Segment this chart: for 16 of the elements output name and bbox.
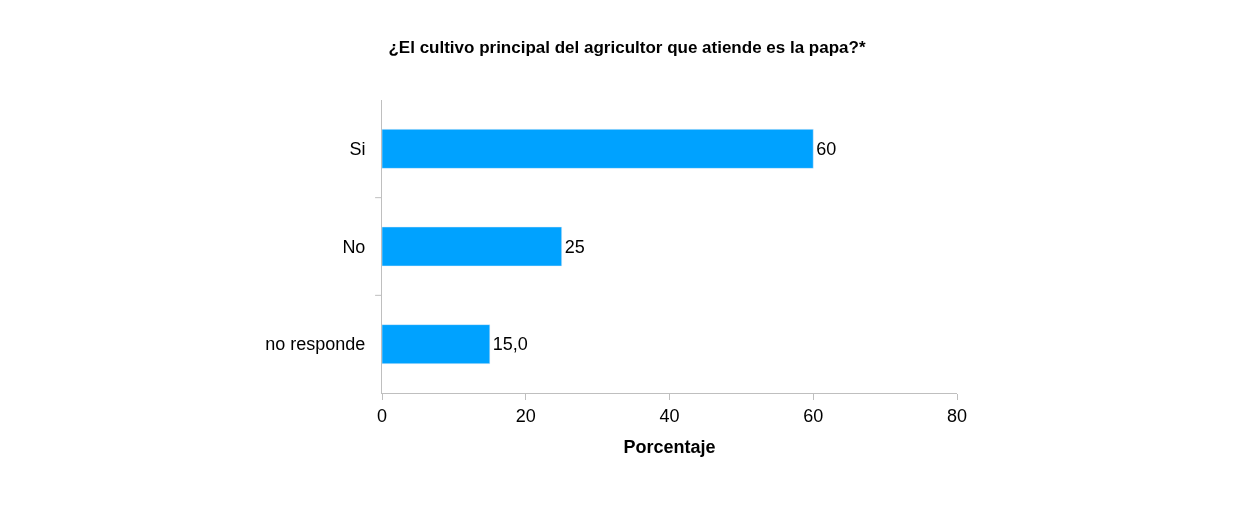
x-tick-label: 60 <box>803 405 824 426</box>
y-tick-label: Si <box>349 139 366 160</box>
x-axis-title: Porcentaje <box>623 436 716 457</box>
x-tick-label: 20 <box>515 405 536 426</box>
bar <box>382 324 491 364</box>
x-tick-label: 0 <box>376 405 388 426</box>
data-label: 60 <box>816 138 837 159</box>
chart-title: ¿El cultivo principal del agricultor que atiende es la papa?* <box>388 37 866 57</box>
y-tick-label: no responde <box>265 334 366 355</box>
x-tick-label: 80 <box>946 405 968 426</box>
data-label: 15,0 <box>492 334 528 355</box>
data-label: 25 <box>564 236 585 257</box>
bar <box>382 129 814 169</box>
bar <box>382 226 562 267</box>
y-tick-label: No <box>342 236 366 257</box>
x-tick-label: 40 <box>659 405 680 426</box>
